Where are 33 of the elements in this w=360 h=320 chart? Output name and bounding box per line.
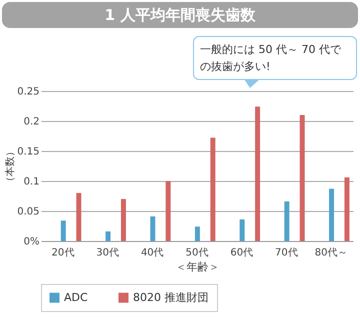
x-tick-label: 80代～ xyxy=(314,248,348,258)
bar xyxy=(194,226,200,241)
y-tick-label: 0.05 xyxy=(17,206,40,218)
bar xyxy=(255,106,260,241)
bar xyxy=(284,201,290,241)
bar xyxy=(166,181,171,241)
bar xyxy=(210,138,216,241)
bar xyxy=(329,188,334,241)
bar xyxy=(240,219,245,241)
bar xyxy=(344,177,350,241)
x-tick-label: 40代 xyxy=(140,248,164,258)
bar xyxy=(300,115,305,241)
text: 一般的には 50 代～ 70 代での抜歯が多い! xyxy=(193,36,357,80)
legend-label: ADC xyxy=(64,290,88,304)
bar xyxy=(120,199,126,241)
y-tick-label: 0.1 xyxy=(24,176,40,188)
x-tick-label: 30代 xyxy=(96,248,119,258)
x-tick-label: 70代 xyxy=(275,248,298,258)
x-tick-label: 20代 xyxy=(52,248,74,258)
x-axis-title: ＜年齢＞ xyxy=(176,260,220,274)
bar xyxy=(60,220,66,241)
x-tick-label: 50代 xyxy=(186,248,208,258)
legend-label: 8020 推進財団 xyxy=(133,290,208,304)
bar xyxy=(76,193,82,241)
y-tick-label: 0.2 xyxy=(24,116,40,128)
y-tick-label: 0% xyxy=(24,236,40,248)
y-axis-title: （本数） xyxy=(4,146,16,186)
bar xyxy=(106,231,111,241)
y-tick-label: 0.15 xyxy=(17,146,40,158)
chart-title: 1 人平均年間喪失歯数 xyxy=(2,2,358,28)
bar xyxy=(150,216,156,241)
y-tick-label: 0.25 xyxy=(17,86,40,98)
x-tick-label: 60代 xyxy=(230,248,254,258)
